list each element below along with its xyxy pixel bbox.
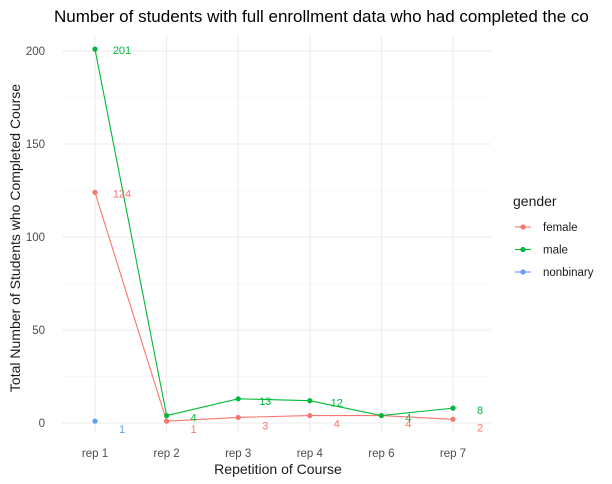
x-tick-label: rep 6 bbox=[368, 448, 394, 460]
data-point-male bbox=[307, 398, 313, 404]
data-point-female bbox=[235, 414, 241, 421]
y-tick-label: 100 bbox=[26, 232, 45, 244]
data-label-female: 1 bbox=[191, 424, 197, 436]
data-label-male: 8 bbox=[477, 405, 483, 417]
data-label-female: 124 bbox=[113, 188, 131, 200]
data-label-female: 2 bbox=[477, 422, 483, 434]
series-line-male bbox=[94, 49, 454, 417]
y-axis-title: Total Number of Students who Completed C… bbox=[7, 84, 23, 392]
data-point-female bbox=[450, 416, 456, 422]
gridlines bbox=[62, 35, 491, 433]
data-label-male: 4 bbox=[405, 413, 411, 425]
legend-key-point bbox=[520, 269, 526, 275]
data-label-male: 4 bbox=[191, 413, 197, 425]
data-point-female bbox=[164, 418, 170, 424]
legend-label-male: male bbox=[543, 245, 568, 257]
legend-key-point bbox=[520, 246, 526, 253]
legend-title: gender bbox=[513, 193, 557, 209]
data-label-male: 12 bbox=[331, 398, 343, 410]
data-point-male bbox=[378, 412, 384, 419]
y-tick-label: 150 bbox=[26, 139, 45, 151]
data-label-female: 4 bbox=[334, 419, 340, 431]
series-line-female bbox=[94, 192, 454, 422]
x-axis-ticks: rep 1 rep 2 rep 3 rep 4 rep 6 rep 7 bbox=[82, 448, 466, 460]
y-axis-ticks: 0 50 100 150 200 bbox=[26, 46, 45, 430]
data-label-female: 3 bbox=[262, 420, 268, 432]
data-label-male: 13 bbox=[259, 396, 271, 408]
legend-label-nonbinary: nonbinary bbox=[543, 267, 594, 279]
x-axis-title: Repetition of Course bbox=[214, 461, 342, 477]
legend-key-point bbox=[520, 224, 526, 230]
data-point-female bbox=[307, 412, 313, 419]
data-label-male: 201 bbox=[113, 45, 131, 57]
y-tick-label: 0 bbox=[39, 418, 45, 430]
legend: gender female male nonbinary bbox=[513, 193, 594, 279]
x-tick-label: rep 4 bbox=[297, 448, 324, 460]
data-point-male bbox=[164, 412, 170, 419]
data-point-female bbox=[92, 189, 98, 195]
data-point-nonbinary bbox=[92, 418, 98, 424]
series-points bbox=[92, 46, 456, 424]
data-point-male bbox=[92, 46, 98, 52]
y-tick-label: 50 bbox=[32, 325, 45, 337]
data-label-nonbinary: 1 bbox=[119, 424, 125, 436]
series-lines bbox=[94, 49, 454, 422]
data-point-male bbox=[235, 396, 241, 402]
data-point-male bbox=[450, 405, 456, 411]
chart-title: Number of students with full enrollment … bbox=[54, 7, 589, 26]
x-tick-label: rep 1 bbox=[82, 448, 108, 460]
x-tick-label: rep 3 bbox=[225, 448, 251, 460]
legend-label-female: female bbox=[543, 222, 578, 234]
y-tick-label: 200 bbox=[26, 46, 45, 58]
data-label-female: 4 bbox=[405, 419, 411, 431]
x-tick-label: rep 7 bbox=[440, 448, 466, 460]
x-tick-label: rep 2 bbox=[153, 448, 179, 460]
